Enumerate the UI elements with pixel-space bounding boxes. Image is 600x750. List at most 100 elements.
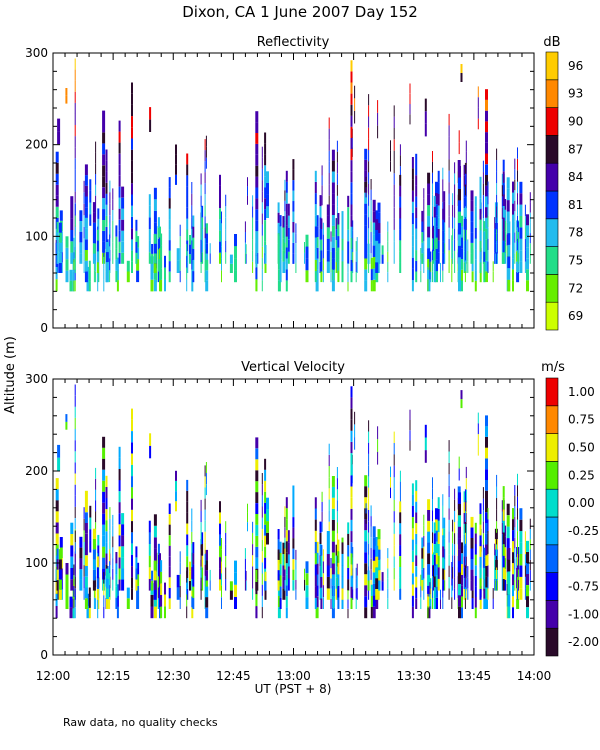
echo-cell <box>427 172 431 184</box>
echo-cell <box>519 531 523 543</box>
echo-cell <box>514 211 516 222</box>
echo-cell <box>372 268 376 280</box>
echo-cell <box>295 233 297 244</box>
echo-cell <box>432 554 433 566</box>
echo-cell <box>83 249 85 262</box>
colorbar-swatch <box>545 246 559 275</box>
echo-cell <box>95 467 97 479</box>
echo-cell <box>496 498 498 510</box>
echo-cell <box>485 501 488 513</box>
echo-cell <box>452 578 454 591</box>
echo-cell <box>285 269 288 281</box>
echo-cell <box>205 462 207 473</box>
echo-cell <box>74 506 76 518</box>
echo-cell <box>219 241 221 253</box>
echo-cell <box>496 206 498 218</box>
echo-cell <box>292 201 295 212</box>
echo-cell <box>204 564 206 576</box>
echo-cell <box>421 253 424 264</box>
echo-cell <box>225 521 227 533</box>
echo-cell <box>84 217 88 229</box>
echo-cell <box>326 250 330 262</box>
echo-cell <box>89 191 92 203</box>
echo-cell <box>315 607 319 619</box>
echo-cell <box>131 521 133 533</box>
echo-cell <box>74 80 76 92</box>
echo-cell <box>364 585 368 597</box>
echo-cell <box>432 488 433 500</box>
velocity-title: Vertical Velocity <box>241 360 345 375</box>
echo-cell <box>336 151 338 163</box>
echo-cell <box>292 159 295 170</box>
echo-cell <box>331 236 335 248</box>
echo-cell <box>364 148 368 160</box>
echo-cell <box>322 234 324 247</box>
echo-cell <box>315 226 319 237</box>
echo-cell <box>84 250 88 261</box>
echo-cell <box>264 165 267 177</box>
echo-cell <box>96 589 99 600</box>
echo-cell <box>364 574 368 586</box>
echo-cell <box>244 242 246 254</box>
echo-cell <box>95 141 97 153</box>
echo-cell <box>70 579 74 591</box>
echo-cell <box>421 242 424 254</box>
echo-cell <box>200 228 202 240</box>
echo-cell <box>460 259 463 270</box>
echo-cell <box>504 253 507 264</box>
echo-cell <box>109 270 111 283</box>
echo-cell <box>479 556 482 568</box>
echo-cell <box>252 588 254 600</box>
echo-cell <box>69 596 73 608</box>
echo-cell <box>512 552 514 564</box>
echo-cell <box>95 598 97 609</box>
echo-cell <box>496 567 498 580</box>
echo-cell <box>109 585 111 598</box>
echo-cell <box>168 198 171 209</box>
echo-cell <box>460 64 463 73</box>
echo-cell <box>126 260 130 272</box>
echo-cell <box>368 150 370 162</box>
y-tick-label: 0 <box>40 648 48 662</box>
echo-cell <box>483 568 486 579</box>
echo-cell <box>454 162 456 174</box>
echo-cell <box>364 486 368 498</box>
echo-cell <box>350 442 353 454</box>
echo-cell <box>74 417 76 429</box>
echo-cell <box>292 180 295 191</box>
echo-cell <box>102 121 106 133</box>
echo-cell <box>285 497 288 509</box>
echo-cell <box>225 567 227 580</box>
echo-cell <box>448 565 450 577</box>
echo-cell <box>370 269 373 281</box>
echo-cell <box>483 241 486 252</box>
echo-cell <box>153 210 157 223</box>
echo-cell <box>529 570 531 581</box>
echo-cell <box>55 162 59 174</box>
echo-cell <box>368 205 370 218</box>
echo-cell <box>350 115 353 127</box>
echo-cell <box>390 466 391 478</box>
echo-cell <box>131 487 133 499</box>
echo-cell <box>411 280 414 292</box>
echo-cell <box>454 217 456 229</box>
echo-cell <box>514 558 516 570</box>
echo-cell <box>191 607 194 619</box>
echo-cell <box>175 164 177 175</box>
echo-cell <box>411 190 414 202</box>
echo-cell <box>292 559 295 570</box>
echo-cell <box>153 570 157 581</box>
echo-cell <box>347 579 350 591</box>
echo-cell <box>524 250 526 262</box>
echo-cell <box>192 575 195 587</box>
echo-cell <box>483 547 486 558</box>
echo-cell <box>504 536 507 548</box>
echo-cell <box>487 193 489 205</box>
echo-cell <box>285 192 288 204</box>
echo-cell <box>517 569 519 580</box>
echo-cell <box>393 207 395 219</box>
echo-cell <box>460 280 463 292</box>
echo-cell <box>365 176 367 188</box>
echo-cell <box>467 588 469 600</box>
echo-cell <box>514 200 516 212</box>
